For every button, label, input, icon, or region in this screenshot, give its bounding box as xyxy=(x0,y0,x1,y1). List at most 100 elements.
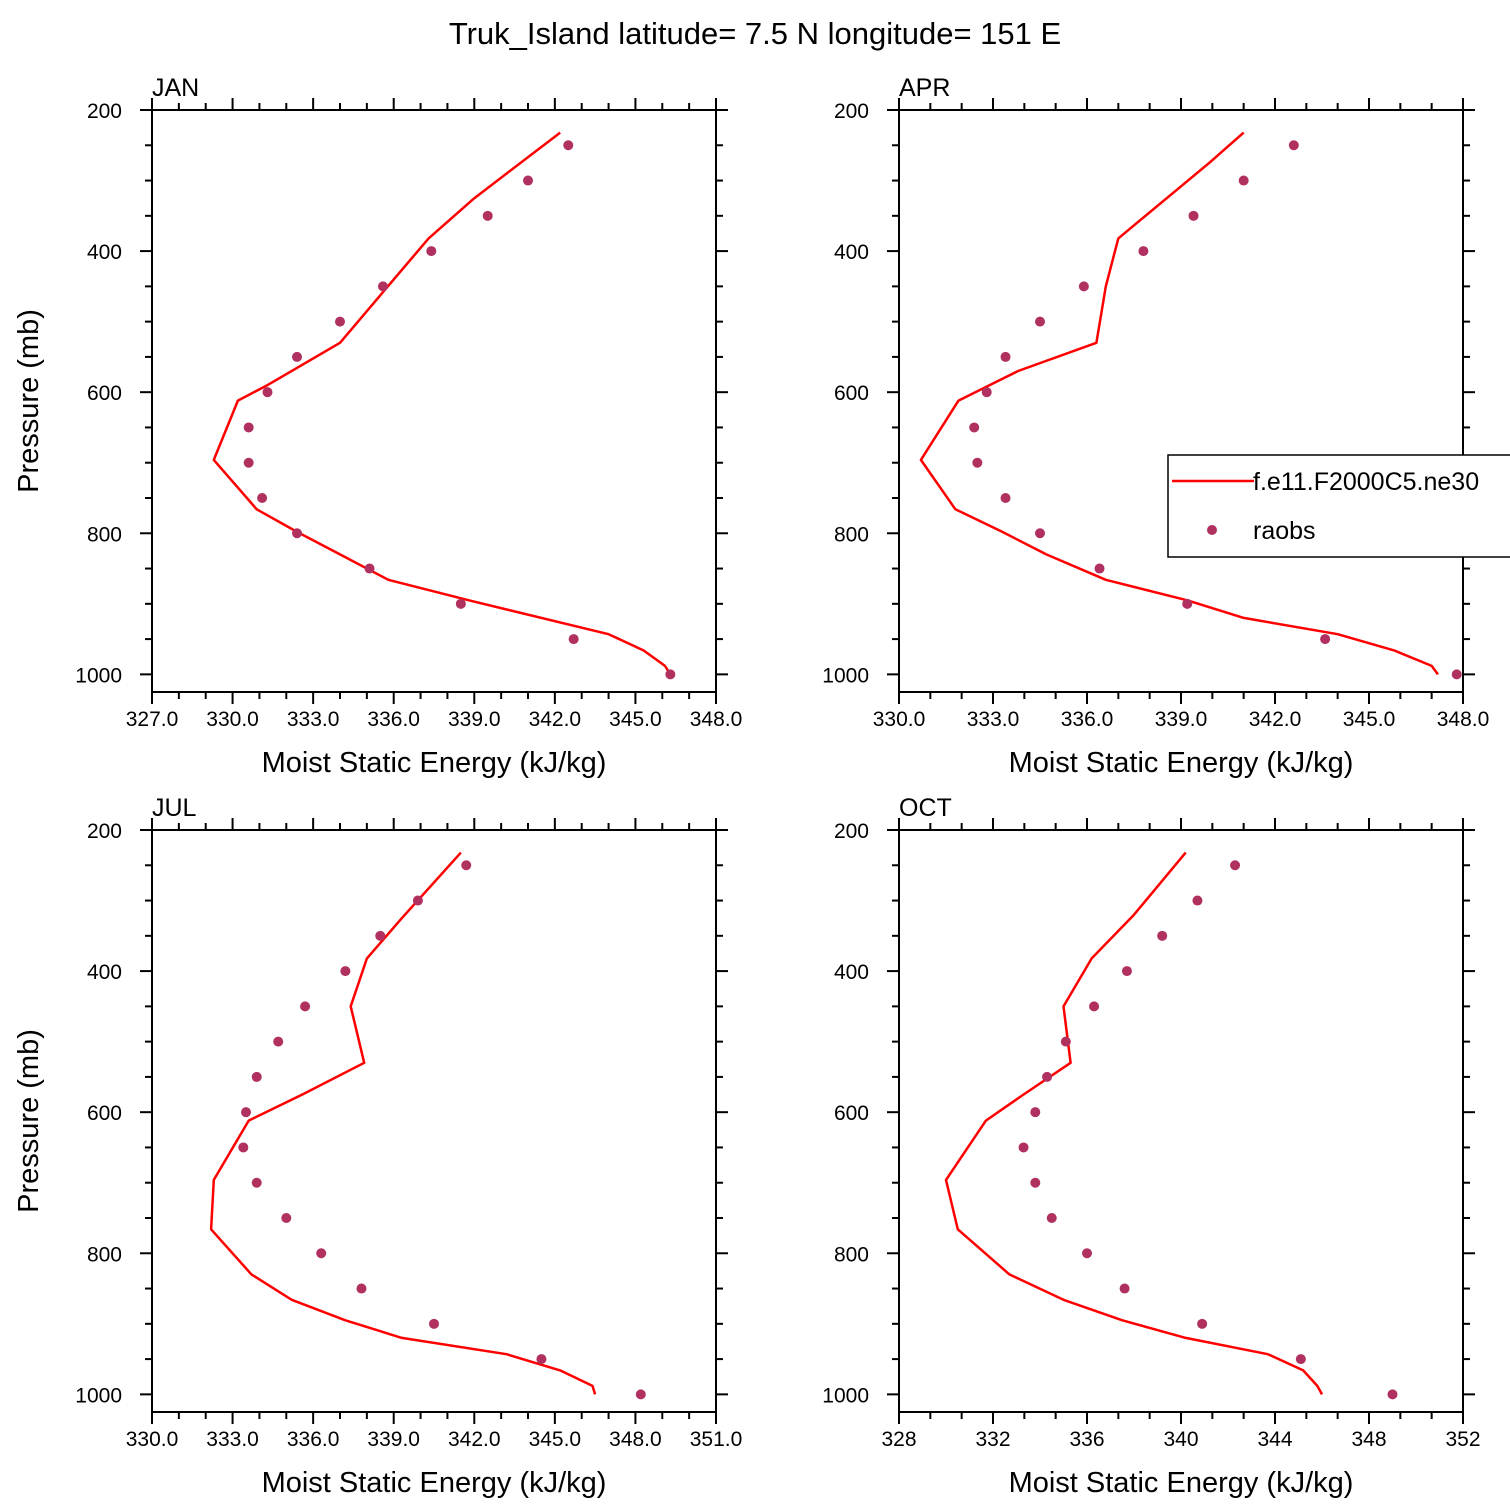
raobs-point xyxy=(1035,316,1045,327)
raobs-point xyxy=(241,1107,251,1118)
raobs-point xyxy=(563,140,574,151)
raobs-point xyxy=(523,175,533,186)
raobs-point xyxy=(1030,1177,1041,1188)
y-tick-label: 600 xyxy=(834,1102,869,1125)
y-tick-label: 1000 xyxy=(75,664,122,687)
y-tick-label: 800 xyxy=(87,523,122,546)
x-tick-label: 345.0 xyxy=(1343,708,1396,731)
legend-label-model: f.e11.F2000C5.ne30 xyxy=(1253,468,1479,496)
raobs-point xyxy=(1078,281,1089,292)
panel-jul: JUL 330.0 333.0 336.0 339.0 342.0 345.0 348.0 35… xyxy=(13,794,742,1499)
x-axis-label: Moist Static Energy (kJ/kg) xyxy=(262,1467,607,1499)
raobs-point xyxy=(251,1177,262,1188)
y-tick-label: 1000 xyxy=(75,1384,122,1407)
x-axis-label: Moist Static Energy (kJ/kg) xyxy=(262,747,607,779)
x-tick-label: 333.0 xyxy=(967,708,1020,731)
figure-title: Truk_Island latitude= 7.5 N longitude= 1… xyxy=(449,16,1061,51)
raobs-point xyxy=(1230,860,1241,871)
y-tick-label: 1000 xyxy=(822,664,869,687)
raobs-point xyxy=(1060,1036,1071,1047)
raobs-point xyxy=(238,1142,249,1153)
raobs-point xyxy=(243,457,254,468)
raobs-point xyxy=(972,457,983,468)
raobs-point xyxy=(1288,140,1299,151)
raobs-point xyxy=(461,860,472,871)
x-tick-label: 330.0 xyxy=(206,708,259,731)
raobs-point xyxy=(536,1354,547,1365)
y-axis-label: Pressure (mb) xyxy=(13,1029,45,1213)
raobs-point xyxy=(482,210,493,221)
raobs-point xyxy=(1000,493,1011,503)
x-tick-label: 332 xyxy=(975,1428,1010,1451)
model-line xyxy=(212,131,672,676)
y-tick-label: 400 xyxy=(834,961,869,984)
raobs-point xyxy=(1000,351,1011,362)
x-tick-label: 333.0 xyxy=(287,708,340,731)
raobs-point xyxy=(1157,930,1168,941)
x-tick-label: 336 xyxy=(1069,1428,1104,1451)
x-tick-label: 348.0 xyxy=(690,708,743,731)
raobs-point xyxy=(1082,1248,1092,1259)
x-tick-label: 339.0 xyxy=(448,708,501,731)
raobs-point xyxy=(262,387,273,398)
raobs-point xyxy=(1182,598,1193,609)
raobs-point xyxy=(1089,1001,1100,1012)
model-line xyxy=(209,851,597,1395)
raobs-point xyxy=(300,1001,311,1012)
x-tick-label: 327.0 xyxy=(126,708,179,731)
panel-jan: JAN 327.0 330.0 333.0 336.0 339.0 342.0 345.0 34… xyxy=(13,74,742,779)
y-tick-label: 800 xyxy=(87,1243,122,1266)
y-tick-label: 800 xyxy=(834,523,869,546)
y-tick-label: 400 xyxy=(87,961,122,984)
legend-box xyxy=(1167,454,1510,558)
x-tick-label: 339.0 xyxy=(367,1428,420,1451)
panel-title: OCT xyxy=(899,794,952,822)
raobs-point xyxy=(375,930,386,941)
y-tick-label: 200 xyxy=(87,100,122,123)
x-tick-label: 336.0 xyxy=(1061,708,1114,731)
x-tick-label: 342.0 xyxy=(529,708,582,731)
raobs-point xyxy=(335,316,345,327)
raobs-point xyxy=(316,1248,327,1259)
plot-frame xyxy=(898,109,1464,693)
raobs-point xyxy=(356,1283,367,1294)
raobs-point xyxy=(257,493,268,503)
raobs-point xyxy=(364,563,375,574)
raobs-point xyxy=(412,895,423,906)
panel-oct: OCT 328 332 336 340 344 348 352 200 400 600 800 1000… xyxy=(822,794,1480,1499)
panel-title: JUL xyxy=(152,794,197,822)
y-tick-label: 400 xyxy=(87,241,122,264)
raobs-point xyxy=(251,1071,262,1082)
raobs-point xyxy=(281,1213,292,1223)
raobs-point xyxy=(1192,895,1203,906)
y-tick-label: 200 xyxy=(87,820,122,843)
raobs-point xyxy=(1238,175,1249,186)
panel-title: APR xyxy=(899,74,950,102)
x-tick-label: 330.0 xyxy=(873,708,926,731)
raobs-point xyxy=(1138,246,1149,257)
y-tick-label: 200 xyxy=(834,820,869,843)
panel-title: JAN xyxy=(152,74,199,102)
raobs-point xyxy=(1451,669,1462,680)
raobs-point xyxy=(1018,1142,1029,1153)
x-axis-label: Moist Static Energy (kJ/kg) xyxy=(1009,747,1354,779)
x-tick-label: 328 xyxy=(881,1428,916,1451)
plot-frame xyxy=(898,829,1464,1413)
x-tick-label: 330.0 xyxy=(126,1428,179,1451)
raobs-point xyxy=(568,634,579,645)
y-tick-label: 800 xyxy=(834,1243,869,1266)
raobs-point xyxy=(1030,1107,1041,1118)
raobs-point xyxy=(377,281,388,292)
panel-apr: APR 330.0 333.0 336.0 339.0 342.0 345.0 348.0 20… xyxy=(822,74,1489,779)
y-tick-label: 1000 xyxy=(822,1384,869,1407)
x-tick-label: 344 xyxy=(1257,1428,1292,1451)
raobs-point xyxy=(1094,563,1105,574)
raobs-point xyxy=(292,528,303,539)
x-tick-label: 348.0 xyxy=(1437,708,1490,731)
model-line xyxy=(944,851,1324,1396)
raobs-point xyxy=(1121,966,1132,977)
raobs-point xyxy=(455,598,466,609)
raobs-point xyxy=(1197,1318,1208,1329)
x-tick-label: 342.0 xyxy=(448,1428,501,1451)
